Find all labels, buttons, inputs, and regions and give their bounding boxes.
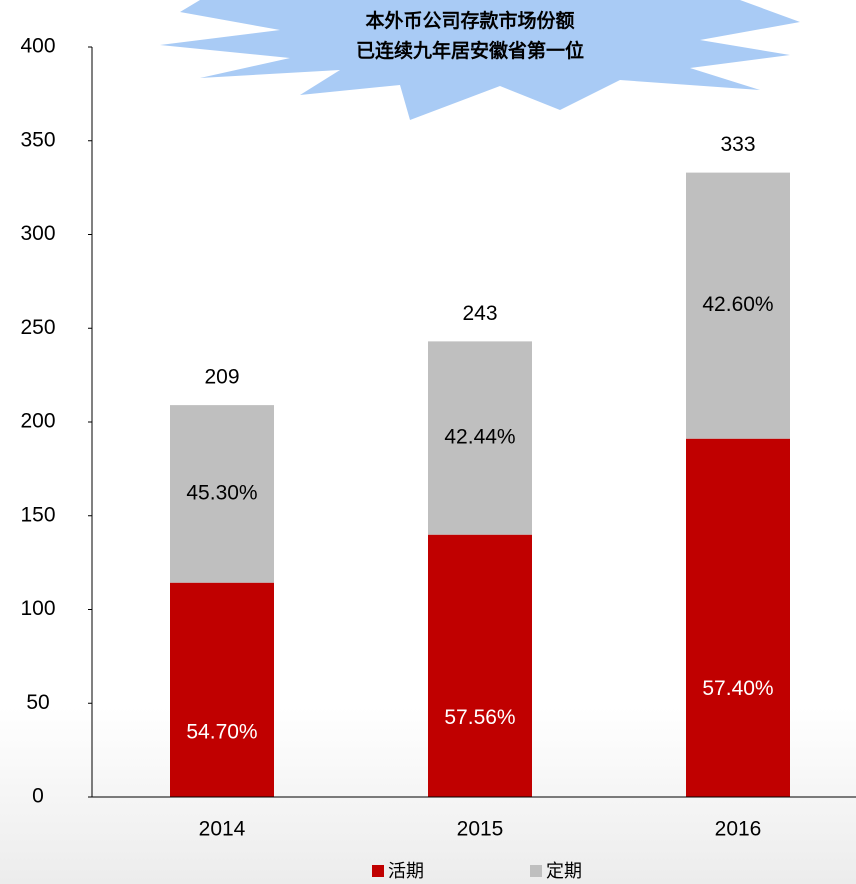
annotation: 本外币公司存款市场份额	[365, 9, 574, 32]
y-tick-label: 100	[20, 597, 55, 620]
y-tick-label: 350	[20, 128, 55, 151]
bar-segment	[428, 534, 532, 797]
data-label: 42.44%	[444, 426, 515, 449]
y-tick-label: 300	[20, 222, 55, 245]
total-label: 243	[462, 302, 497, 325]
annotation: 已连续九年居安徽省第一位	[356, 39, 584, 62]
data-label: 57.40%	[702, 677, 773, 700]
legend-swatch	[530, 865, 542, 877]
bar-segment	[428, 341, 532, 535]
bar-segment	[170, 405, 274, 583]
y-tick-label: 400	[20, 35, 55, 58]
y-tick-label: 0	[32, 785, 44, 808]
x-tick-label: 2016	[715, 818, 762, 841]
y-tick-label: 150	[20, 503, 55, 526]
y-tick-label: 250	[20, 316, 55, 339]
data-label: 54.70%	[186, 720, 257, 743]
callout-star	[160, 0, 800, 120]
y-tick-label: 200	[20, 410, 55, 433]
legend-label: 定期	[546, 861, 582, 882]
data-label: 42.60%	[702, 293, 773, 316]
total-label: 209	[204, 366, 239, 389]
y-tick-label: 50	[26, 691, 49, 714]
legend-label: 活期	[388, 861, 424, 882]
total-label: 333	[720, 133, 755, 156]
bar-segment	[686, 438, 790, 797]
data-label: 57.56%	[444, 706, 515, 729]
x-tick-label: 2014	[199, 818, 246, 841]
x-tick-label: 2015	[457, 818, 504, 841]
legend-swatch	[372, 865, 384, 877]
bar-segment	[686, 172, 790, 439]
bar-segment	[170, 582, 274, 797]
data-label: 45.30%	[186, 481, 257, 504]
